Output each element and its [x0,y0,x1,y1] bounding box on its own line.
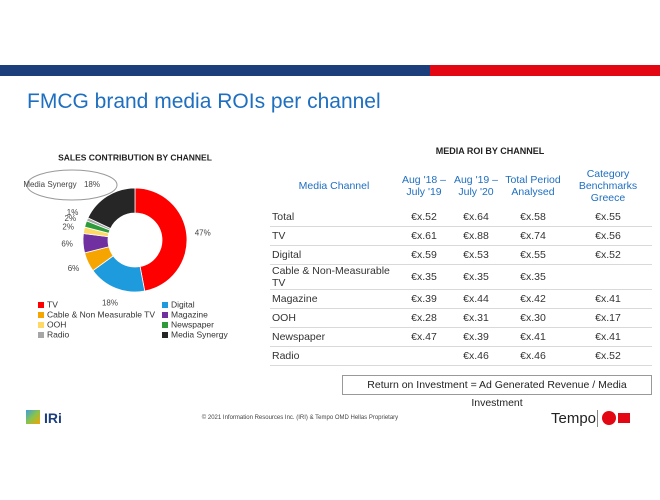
table-cell: €x.41 [564,289,652,309]
table-cell: €x.59 [398,245,450,265]
donut-slice [134,187,188,292]
table-cell: €x.41 [502,327,564,347]
logo-right: Tempo [551,410,597,427]
column-header: Media Channel [298,180,370,192]
table-cell: €x.42 [502,289,564,309]
legend-swatch [38,312,44,318]
table-cell: €x.46 [450,346,502,366]
table-cell: Cable & Non-Measurable TV [270,264,398,290]
omd-icon [602,411,616,425]
data-label: 2% [62,222,74,231]
table-cell: €x.52 [564,346,652,366]
table-cell: €x.52 [398,208,450,227]
table-cell: €x.64 [450,208,502,227]
table-cell [398,346,450,366]
table-cell: €x.30 [502,308,564,328]
legend-label: Digital [171,299,195,309]
data-label: 6% [61,239,73,248]
legend-swatch [162,302,168,308]
donut-slice [87,187,136,230]
legend-swatch [162,332,168,338]
column-header: Aug '18 – July '19 [401,174,447,198]
table-cell: Radio [270,346,398,366]
column-header: Total Period Analysed [505,174,561,198]
table-cell: €x.55 [564,208,652,227]
logo-left: IRi [44,410,62,426]
table-cell: €x.88 [450,226,502,246]
top-band-red [430,65,660,76]
table-row: Magazine €x.39 €x.44 €x.42 €x.41 [270,289,652,309]
table-row: Total €x.52 €x.64 €x.58 €x.55 [270,208,652,227]
table-cell: Digital [270,245,398,265]
table-cell: €x.44 [450,289,502,309]
legend-swatch [162,322,168,328]
table-cell: €x.39 [450,327,502,347]
data-label: 47% [195,229,211,238]
top-band-blue [0,65,430,76]
table-cell: TV [270,226,398,246]
legend-swatch [38,322,44,328]
table-cell: Magazine [270,289,398,309]
legend-label: Media Synergy [171,329,228,339]
table-cell: €x.53 [450,245,502,265]
data-label: 18% [102,298,118,307]
table-cell: €x.31 [450,308,502,328]
data-label: 6% [68,264,80,273]
table-cell: €x.58 [502,208,564,227]
table-cell: €x.39 [398,289,450,309]
table-cell: €x.35 [398,264,450,290]
callout [26,169,118,201]
table-cell: €x.35 [502,264,564,290]
omd-icon-2 [618,413,630,423]
table-cell: OOH [270,308,398,328]
table-cell: €x.52 [564,245,652,265]
data-label: 18% [84,180,100,189]
iri-icon [26,410,40,424]
legend-swatch [38,302,44,308]
column-header: Category Benchmarks Greece [578,168,638,204]
column-header: Aug '19 – July '20 [453,174,499,198]
chart-title: SALES CONTRIBUTION BY CHANNEL [58,152,212,162]
legend-label: OOH [47,319,66,329]
table-cell: Newspaper [270,327,398,347]
table-row: OOH €x.28 €x.31 €x.30 €x.17 [270,308,652,328]
legend-label: Magazine [171,309,208,319]
table-row: Cable & Non-Measurable TV €x.35 €x.35 €x.35 [270,264,652,290]
data-label: 1% [67,208,79,217]
note-box: Return on Investment = Ad Generated Reve… [342,375,652,409]
table-row: TV €x.61 €x.88 €x.74 €x.56 [270,226,652,246]
table-cell [564,264,652,290]
legend-label: Cable & Non Measurable TV [47,309,155,319]
table-cell: €x.56 [564,226,652,246]
table-cell: Total [270,208,398,227]
copyright: © 2021 Information Resources Inc. (IRI) … [201,415,399,421]
table-cell: €x.17 [564,308,652,328]
slide-title: FMCG brand media ROIs per channel [27,90,381,113]
roi-table: Media Channel Aug '18 – July '19 Aug '19 –… [270,168,652,366]
table-cell: €x.46 [502,346,564,366]
table-cell: €x.61 [398,226,450,246]
table-cell: €x.55 [502,245,564,265]
data-label: 2% [65,214,77,223]
legend-label: Radio [47,329,69,339]
legend-swatch [162,312,168,318]
table-cell: €x.41 [564,327,652,347]
table-cell: €x.28 [398,308,450,328]
table-cell: €x.47 [398,327,450,347]
table-row: Digital €x.59 €x.53 €x.55 €x.52 [270,245,652,265]
table-row: Newspaper €x.47 €x.39 €x.41 €x.41 [270,327,652,347]
table-row: Radio €x.46 €x.46 €x.52 [270,346,652,366]
table-cell: €x.35 [450,264,502,290]
legend-swatch [38,332,44,338]
callout-name: Media Synergy [23,180,76,189]
legend-label: Newspaper [171,319,214,329]
legend-label: TV [47,299,58,309]
chart: SALES CONTRIBUTION BY CHANNEL 47% 18% 6% 6% 2… [23,152,228,339]
table-cell: €x.74 [502,226,564,246]
logo-divider [597,410,598,427]
table-title: MEDIA ROI BY CHANNEL [435,146,545,156]
